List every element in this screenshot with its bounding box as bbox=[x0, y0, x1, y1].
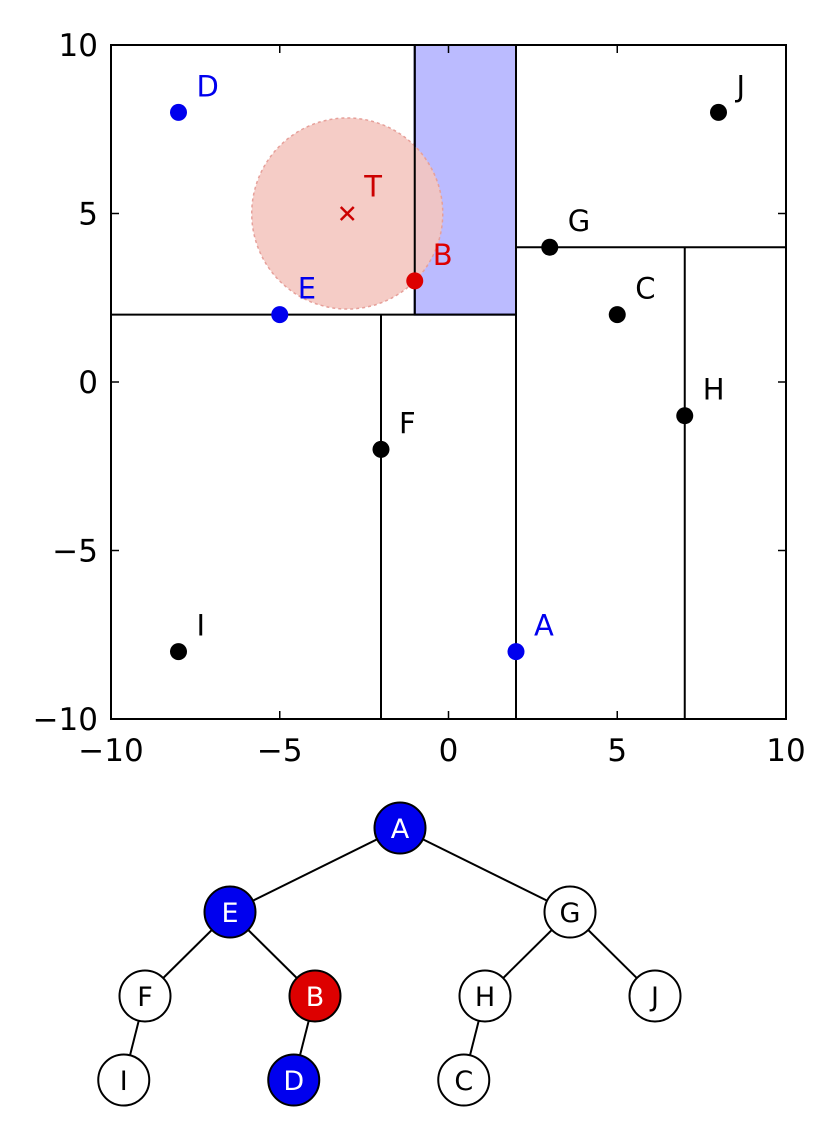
x-tick-label: 0 bbox=[439, 733, 459, 769]
point-I bbox=[170, 643, 187, 661]
tree-node-circle bbox=[373, 801, 427, 855]
tree-node-D: D bbox=[267, 1053, 321, 1107]
point-label-C: C bbox=[635, 272, 655, 306]
target-label: T bbox=[363, 170, 382, 204]
point-C bbox=[608, 306, 626, 324]
tree-edge-A-E bbox=[229, 827, 401, 913]
point-B bbox=[406, 272, 424, 290]
point-J bbox=[710, 103, 727, 121]
tree-node-I: I bbox=[97, 1053, 151, 1107]
tree-node-C: C bbox=[437, 1053, 491, 1107]
tree-node-label: B bbox=[306, 982, 325, 1013]
tree-node-circle bbox=[458, 969, 512, 1023]
tree-node-label: A bbox=[391, 814, 410, 845]
tree-node-A: A bbox=[373, 801, 427, 855]
point-G bbox=[541, 238, 559, 256]
tree-node-label: E bbox=[221, 898, 238, 929]
tree-edge-A-G bbox=[399, 827, 571, 913]
tree-node-label: G bbox=[560, 898, 581, 929]
point-label-F: F bbox=[399, 406, 416, 440]
y-tick-label: −10 bbox=[33, 702, 98, 738]
y-tick-label: 5 bbox=[78, 197, 98, 233]
tree-node-F: F bbox=[118, 969, 172, 1023]
x-tick-label: 10 bbox=[766, 733, 805, 769]
tree-node-label: I bbox=[120, 1066, 128, 1097]
point-label-J: J bbox=[735, 69, 746, 103]
point-D bbox=[170, 103, 187, 121]
point-label-B: B bbox=[433, 238, 453, 272]
point-label-H: H bbox=[703, 373, 725, 407]
tree-node-circle bbox=[97, 1053, 151, 1107]
tree-node-H: H bbox=[458, 969, 512, 1023]
tree-node-circle bbox=[118, 969, 172, 1023]
x-tick-label: −5 bbox=[257, 733, 303, 769]
tree-node-circle bbox=[288, 969, 342, 1023]
tree-node-G: G bbox=[543, 885, 597, 939]
tree-node-circle bbox=[437, 1053, 491, 1107]
kd-partition-plot: −10 −5 0 5 10 10 5 0 −5 −10 A B C D E F G H I J T bbox=[33, 28, 806, 769]
tree-node-circle bbox=[543, 885, 597, 939]
y-tick-label: −5 bbox=[52, 534, 98, 570]
y-tick-label: 0 bbox=[78, 365, 98, 401]
x-tick-label: −10 bbox=[78, 733, 143, 769]
point-H bbox=[676, 407, 694, 425]
point-label-D: D bbox=[197, 69, 219, 103]
tree-node-E: E bbox=[203, 885, 257, 939]
target-cross-stroke bbox=[339, 206, 355, 221]
point-label-I: I bbox=[197, 609, 206, 643]
tree-node-label: C bbox=[454, 1066, 473, 1097]
point-E bbox=[271, 306, 289, 324]
tree-node-label: F bbox=[137, 982, 153, 1013]
kd-tree-diagram: A E G F B H J I D C bbox=[97, 801, 682, 1107]
y-tick-label: 10 bbox=[59, 28, 98, 64]
tree-node-circle bbox=[267, 1053, 321, 1107]
target-marker bbox=[339, 206, 355, 221]
tree-node-label: J bbox=[649, 982, 659, 1013]
point-label-A: A bbox=[534, 609, 554, 643]
tree-node-label: H bbox=[475, 982, 495, 1013]
x-tick-label: 5 bbox=[607, 733, 627, 769]
tree-node-B: B bbox=[288, 969, 342, 1023]
point-F bbox=[372, 440, 390, 458]
point-label-E: E bbox=[298, 272, 316, 306]
tree-node-J: J bbox=[628, 969, 682, 1023]
point-label-G: G bbox=[568, 204, 590, 238]
point-A bbox=[507, 643, 525, 661]
tree-node-circle bbox=[628, 969, 682, 1023]
tree-node-label: D bbox=[283, 1066, 304, 1097]
tree-node-circle bbox=[203, 885, 257, 939]
